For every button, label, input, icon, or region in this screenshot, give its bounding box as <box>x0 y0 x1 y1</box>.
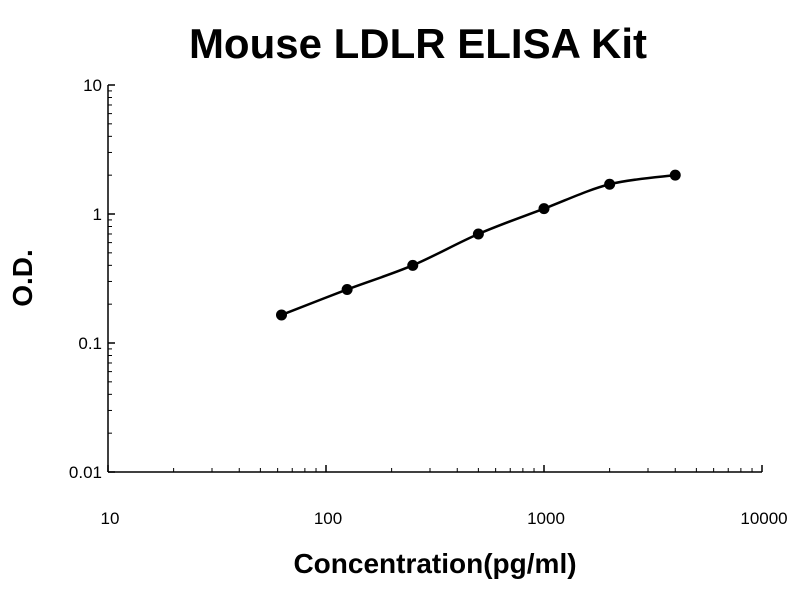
axes-layer: 0.01 0.1 1 10 10 100 1000 10000 <box>69 76 788 528</box>
x-tick-label: 10 <box>101 509 120 528</box>
curve-layer <box>281 173 676 317</box>
data-point-marker <box>276 309 288 321</box>
data-point-marker <box>604 178 616 190</box>
standard-curve-line <box>281 173 676 317</box>
data-point-marker <box>538 203 550 215</box>
y-tick-label: 1 <box>93 205 102 224</box>
x-tick-label: 1000 <box>527 509 565 528</box>
x-tick-label: 100 <box>314 509 342 528</box>
data-point-marker <box>407 259 419 271</box>
data-point-marker <box>669 169 681 181</box>
data-point-marker <box>472 228 484 240</box>
y-tick-label: 0.01 <box>69 463 102 482</box>
x-tick-label: 10000 <box>740 509 787 528</box>
y-axis-label: O.D. <box>7 249 38 307</box>
points-layer <box>276 169 681 321</box>
x-axis-label: Concentration(pg/ml) <box>293 548 576 579</box>
y-tick-label: 10 <box>83 76 102 95</box>
chart-title: Mouse LDLR ELISA Kit <box>189 20 647 67</box>
y-tick-label: 0.1 <box>78 334 102 353</box>
data-point-marker <box>341 283 353 295</box>
